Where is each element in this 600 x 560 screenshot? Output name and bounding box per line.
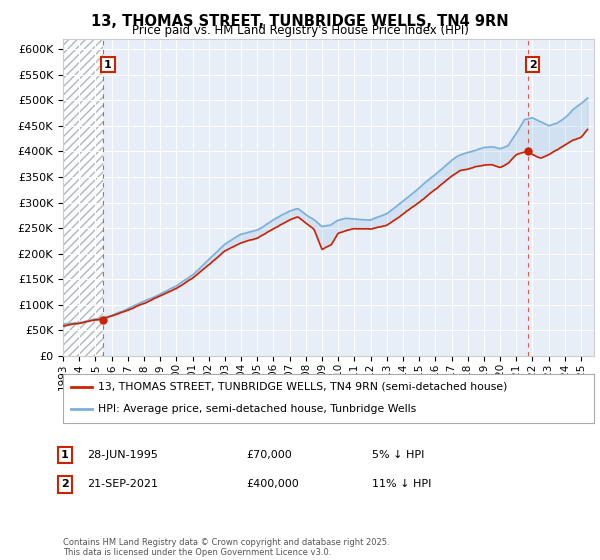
Text: 2: 2 [61, 479, 68, 489]
Bar [63, 39, 103, 356]
Text: 13, THOMAS STREET, TUNBRIDGE WELLS, TN4 9RN: 13, THOMAS STREET, TUNBRIDGE WELLS, TN4 … [91, 14, 509, 29]
Text: 1: 1 [61, 450, 68, 460]
Text: 2: 2 [529, 60, 536, 69]
Text: £400,000: £400,000 [246, 479, 299, 489]
Text: Contains HM Land Registry data © Crown copyright and database right 2025.
This d: Contains HM Land Registry data © Crown c… [63, 538, 389, 557]
Text: 1: 1 [104, 60, 112, 69]
Text: Price paid vs. HM Land Registry's House Price Index (HPI): Price paid vs. HM Land Registry's House … [131, 24, 469, 37]
Text: £70,000: £70,000 [246, 450, 292, 460]
Text: HPI: Average price, semi-detached house, Tunbridge Wells: HPI: Average price, semi-detached house,… [98, 404, 416, 414]
Text: 28-JUN-1995: 28-JUN-1995 [87, 450, 158, 460]
Text: 11% ↓ HPI: 11% ↓ HPI [372, 479, 431, 489]
Text: 21-SEP-2021: 21-SEP-2021 [87, 479, 158, 489]
Text: 13, THOMAS STREET, TUNBRIDGE WELLS, TN4 9RN (semi-detached house): 13, THOMAS STREET, TUNBRIDGE WELLS, TN4 … [98, 382, 507, 392]
Text: 5% ↓ HPI: 5% ↓ HPI [372, 450, 424, 460]
